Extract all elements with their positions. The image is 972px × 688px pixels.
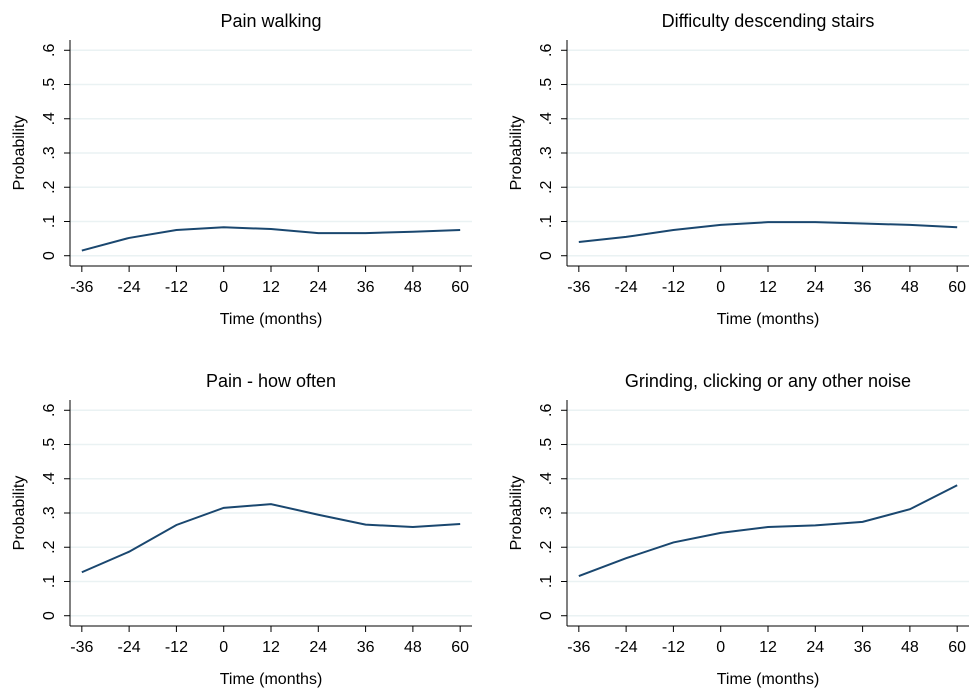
- x-tick-label: 48: [404, 279, 422, 296]
- x-axis-label: Time (months): [717, 311, 820, 328]
- panel: Difficulty descending stairs 0 .1 .2 .3 .4 .5.…: [508, 11, 969, 328]
- panel: Pain - how often 0 .1 .2 .3 .4 .5 .6 -36 -24 -12 0 1…: [11, 371, 472, 688]
- x-axis-label: Time (months): [220, 311, 323, 328]
- y-tick-label: 0: [538, 251, 555, 260]
- panel: Pain walking 0 .1 .2 .3 .4 .5 .6 -36 -24 -12 0 12 24 3…: [11, 11, 472, 328]
- y-tick-label: .4: [538, 112, 555, 125]
- y-tick-label: .4: [41, 472, 58, 485]
- y-tick-label: .5: [538, 438, 555, 451]
- panel: Grinding, clicking or any other noise 0 .1…: [508, 371, 969, 688]
- y-tick-label: .3: [41, 506, 58, 519]
- y-tick-label: .1: [41, 215, 58, 228]
- x-tick-label: -12: [662, 279, 685, 296]
- y-tick-label: .4: [538, 472, 555, 485]
- line-series: [81, 503, 461, 574]
- line-series: [578, 221, 958, 244]
- y-tick-label: .2: [538, 540, 555, 553]
- chart-title: Grinding, clicking or any other noise: [625, 371, 911, 391]
- x-tick-label: -12: [165, 639, 188, 656]
- x-tick-label: 60: [451, 279, 469, 296]
- x-tick-label: -24: [615, 279, 638, 296]
- x-tick-label: 36: [357, 279, 375, 296]
- x-tick-label: 24: [309, 279, 327, 296]
- x-tick-label: 12: [759, 639, 777, 656]
- x-tick-label: 0: [716, 279, 725, 296]
- chart-title: Pain walking: [220, 11, 321, 31]
- x-tick-label: -36: [567, 639, 590, 656]
- y-tick-label: .3: [41, 146, 58, 159]
- x-tick-label: -12: [165, 279, 188, 296]
- x-tick-label: 36: [854, 639, 872, 656]
- y-tick-label: 0: [41, 251, 58, 260]
- y-tick-label: .6: [538, 403, 555, 416]
- line-series: [578, 484, 958, 577]
- y-tick-label: .1: [41, 575, 58, 588]
- x-tick-label: 24: [309, 639, 327, 656]
- y-axis-label: Probability: [11, 116, 28, 191]
- x-tick-label: 12: [759, 279, 777, 296]
- x-axis-label: Time (months): [717, 671, 820, 688]
- x-tick-label: 0: [219, 639, 228, 656]
- y-axis-label: Probability: [508, 476, 525, 551]
- y-axis-label: Probability: [11, 476, 28, 551]
- line-series: [81, 226, 461, 252]
- y-tick-label: .3: [538, 146, 555, 159]
- y-tick-label: .1: [538, 215, 555, 228]
- y-tick-label: .1: [538, 575, 555, 588]
- y-tick-label: 0: [41, 611, 58, 620]
- y-axis-label: Probability: [508, 116, 525, 191]
- x-tick-label: 60: [451, 639, 469, 656]
- x-tick-label: 24: [806, 279, 824, 296]
- x-tick-label: 60: [948, 639, 966, 656]
- y-tick-label: .5: [538, 78, 555, 91]
- x-axis-label: Time (months): [220, 671, 323, 688]
- x-tick-label: 24: [806, 639, 824, 656]
- y-tick-label: .6: [41, 403, 58, 416]
- x-tick-label: -24: [118, 639, 141, 656]
- y-tick-label: 0: [538, 611, 555, 620]
- x-tick-label: 36: [854, 279, 872, 296]
- x-tick-label: 48: [404, 639, 422, 656]
- x-tick-label: -36: [70, 279, 93, 296]
- y-tick-label: .5: [41, 438, 58, 451]
- x-tick-label: 60: [948, 279, 966, 296]
- y-tick-label: .3: [538, 506, 555, 519]
- y-tick-label: .2: [41, 180, 58, 193]
- chart-title: Difficulty descending stairs: [662, 11, 875, 31]
- x-tick-label: 48: [901, 639, 919, 656]
- chart-title: Pain - how often: [206, 371, 336, 391]
- x-tick-label: 0: [716, 639, 725, 656]
- y-tick-label: .2: [538, 180, 555, 193]
- x-tick-label: 12: [262, 279, 280, 296]
- x-tick-label: -24: [118, 279, 141, 296]
- y-tick-label: .6: [41, 43, 58, 56]
- y-tick-label: .6: [538, 43, 555, 56]
- x-tick-label: -12: [662, 639, 685, 656]
- y-tick-label: .4: [41, 112, 58, 125]
- y-tick-label: .5: [41, 78, 58, 91]
- x-tick-label: -36: [567, 279, 590, 296]
- x-tick-label: 48: [901, 279, 919, 296]
- x-tick-label: -24: [615, 639, 638, 656]
- x-tick-label: -36: [70, 639, 93, 656]
- x-tick-label: 36: [357, 639, 375, 656]
- y-tick-label: .2: [41, 540, 58, 553]
- x-tick-label: 12: [262, 639, 280, 656]
- x-tick-label: 0: [219, 279, 228, 296]
